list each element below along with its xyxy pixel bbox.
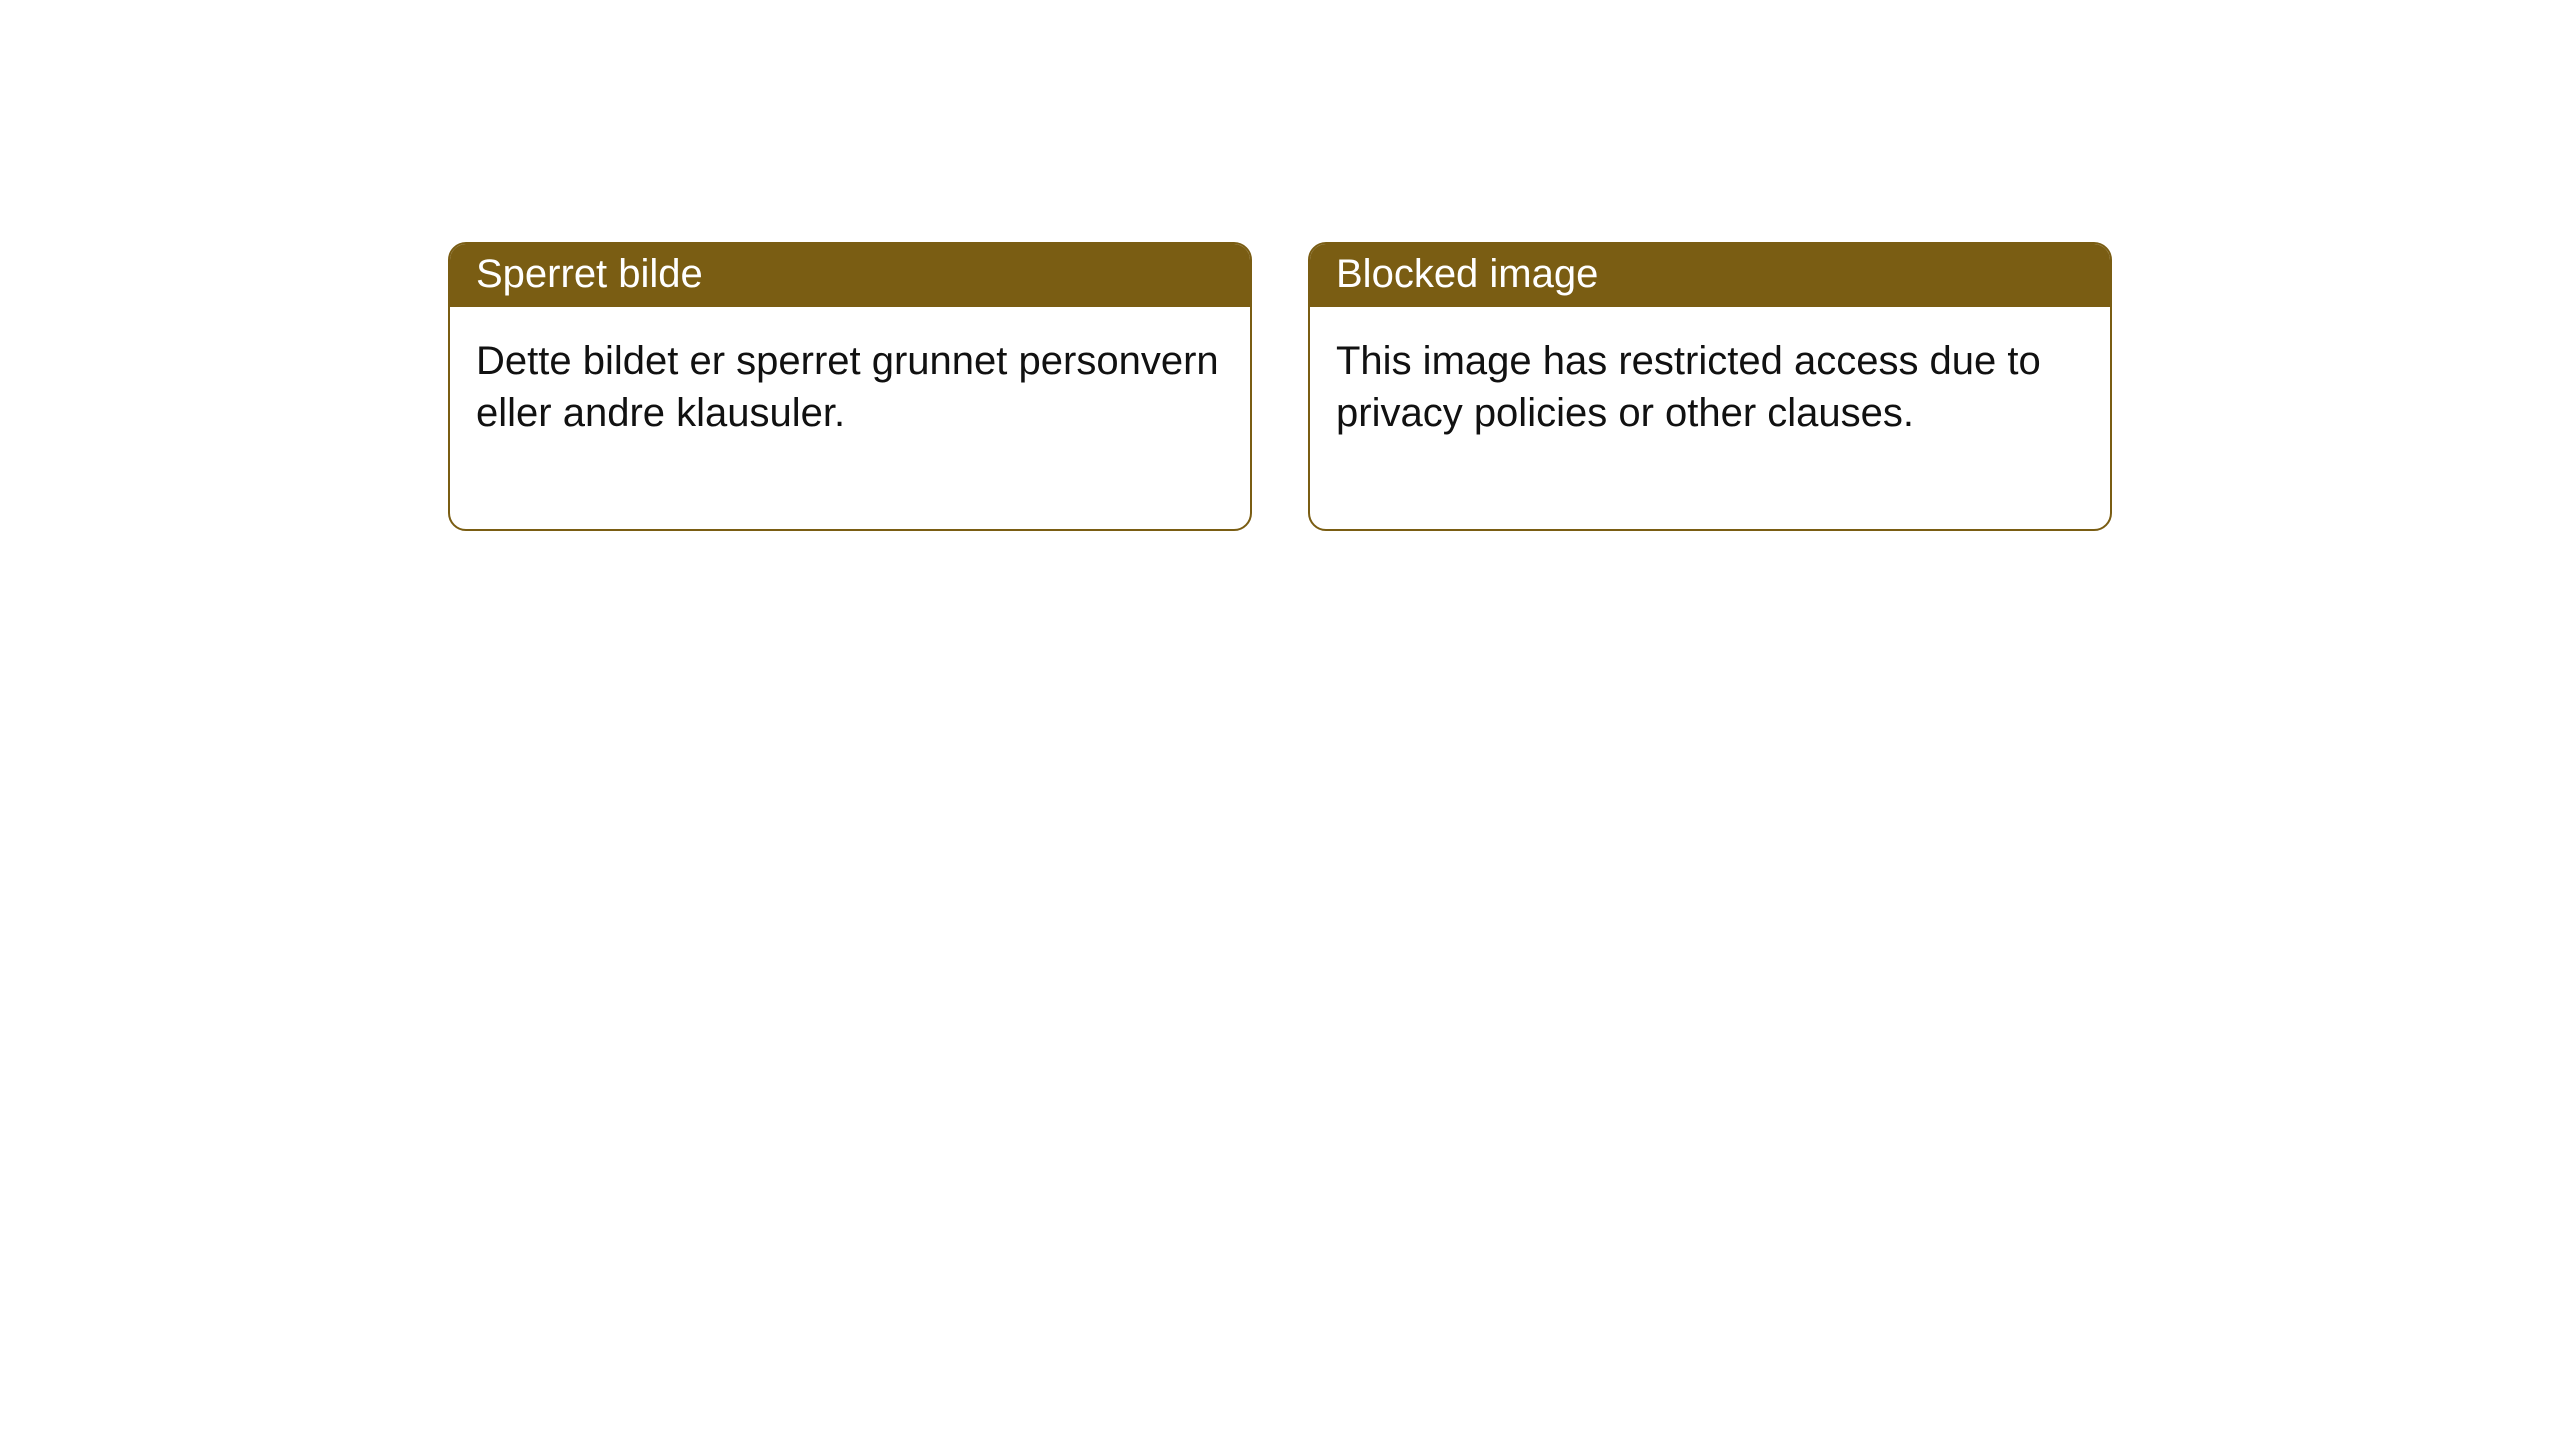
card-body-no: Dette bildet er sperret grunnet personve… [450,307,1250,529]
card-body-en: This image has restricted access due to … [1310,307,2110,529]
card-container: Sperret bilde Dette bildet er sperret gr… [448,242,2112,531]
card-header-no: Sperret bilde [450,244,1250,307]
blocked-image-card-en: Blocked image This image has restricted … [1308,242,2112,531]
blocked-image-card-no: Sperret bilde Dette bildet er sperret gr… [448,242,1252,531]
card-header-en: Blocked image [1310,244,2110,307]
